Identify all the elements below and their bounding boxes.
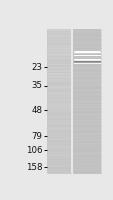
Bar [47, 29, 70, 173]
Text: 35: 35 [31, 81, 42, 90]
Text: 23: 23 [31, 63, 42, 72]
Text: 158: 158 [25, 163, 42, 172]
Text: 48: 48 [31, 106, 42, 115]
Bar [73, 29, 100, 173]
Bar [70, 29, 73, 173]
Text: 79: 79 [31, 132, 42, 141]
Text: 106: 106 [25, 146, 42, 155]
